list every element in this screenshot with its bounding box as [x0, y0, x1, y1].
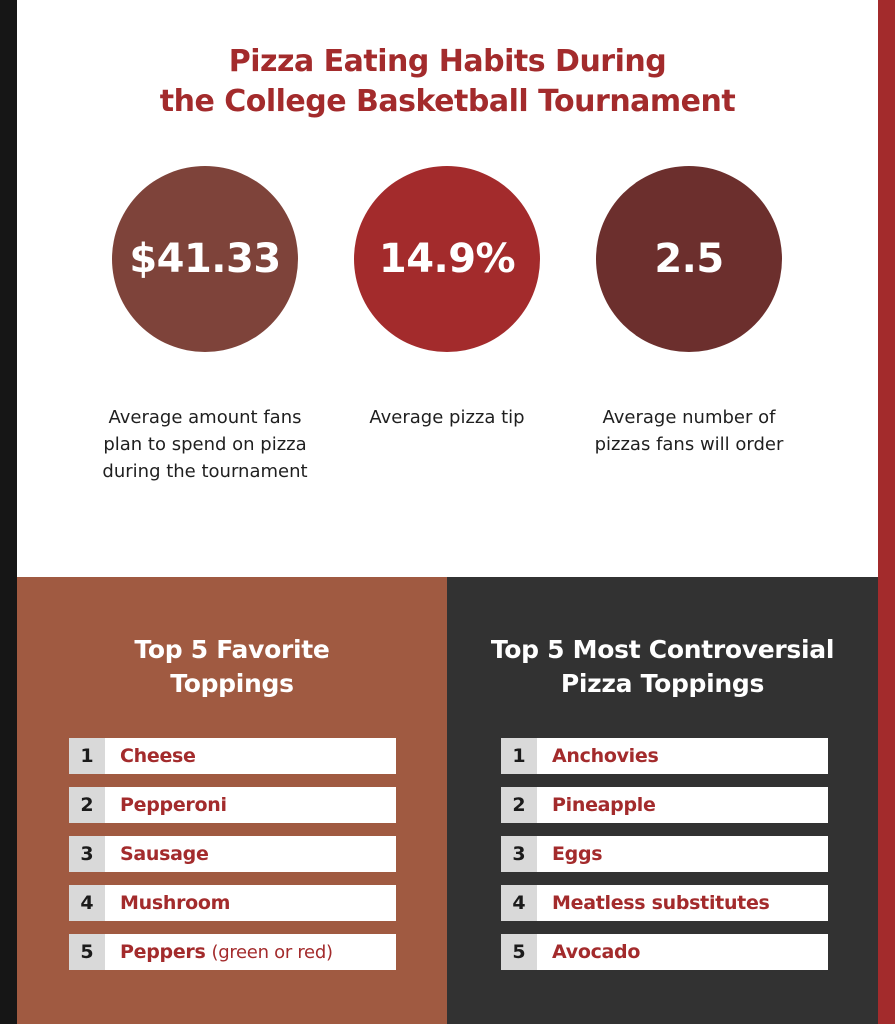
- stat-description-tip: Average pizza tip: [327, 404, 567, 431]
- rank-number: 3: [501, 836, 537, 872]
- stat-value-spend: $41.33: [129, 236, 281, 282]
- topping-label: Peppers: [120, 941, 206, 963]
- favorite-toppings-title: Top 5 Favorite Toppings: [17, 633, 447, 701]
- topping-label: Cheese: [120, 745, 196, 767]
- stat-description-pizzas: Average number of pizzas fans will order: [569, 404, 809, 458]
- rank-number: 2: [69, 787, 105, 823]
- list-item: 2 Pineapple: [501, 787, 828, 823]
- favorite-toppings-title-line-2: Toppings: [170, 669, 294, 698]
- stat-value-pizzas: 2.5: [654, 236, 724, 282]
- rank-number: 5: [69, 934, 105, 970]
- list-item: 5 Avocado: [501, 934, 828, 970]
- stat-circle-pizzas: 2.5: [596, 166, 782, 352]
- rank-number: 2: [501, 787, 537, 823]
- controversial-toppings-title-line-2: Pizza Toppings: [560, 669, 765, 698]
- topping-label: Sausage: [120, 843, 209, 865]
- stat-description-line: Average number of: [602, 407, 776, 428]
- list-item: 3 Sausage: [69, 836, 396, 872]
- rank-number: 1: [501, 738, 537, 774]
- controversial-toppings-list: 1 Anchovies 2 Pineapple 3 Eggs 4 Meatles…: [501, 738, 828, 983]
- list-item: 4 Meatless substitutes: [501, 885, 828, 921]
- topping-label-with-note: Peppers (green or red): [105, 934, 396, 970]
- topping-label: Mushroom: [120, 892, 231, 914]
- page-title-line-1: Pizza Eating Habits During: [228, 44, 667, 79]
- rank-number: 4: [501, 885, 537, 921]
- list-item: 5 Peppers (green or red): [69, 934, 396, 970]
- controversial-toppings-title-line-1: Top 5 Most Controversial: [490, 635, 835, 664]
- list-item: 2 Pepperoni: [69, 787, 396, 823]
- topping-label: Anchovies: [552, 745, 659, 767]
- page-title-line-2: the College Basketball Tournament: [159, 84, 736, 119]
- list-item: 4 Mushroom: [69, 885, 396, 921]
- topping-label: Pineapple: [552, 794, 656, 816]
- controversial-toppings-panel: Top 5 Most Controversial Pizza Toppings …: [447, 577, 878, 1024]
- stat-description-line: plan to spend on pizza: [103, 434, 307, 455]
- topping-label: Pepperoni: [120, 794, 227, 816]
- stat-value-tip: 14.9%: [378, 236, 516, 282]
- stat-description-line: during the tournament: [102, 461, 308, 482]
- right-edge-bar: [878, 0, 895, 1024]
- favorite-toppings-list: 1 Cheese 2 Pepperoni 3 Sausage 4 Mushroo…: [69, 738, 396, 983]
- stat-circle-tip: 14.9%: [354, 166, 540, 352]
- stat-description-line: Average pizza tip: [369, 407, 525, 428]
- page-title: Pizza Eating Habits During the College B…: [17, 42, 878, 122]
- list-item: 3 Eggs: [501, 836, 828, 872]
- stat-description-spend: Average amount fans plan to spend on piz…: [85, 404, 325, 485]
- topping-label: Meatless substitutes: [552, 892, 770, 914]
- stat-circle-spend: $41.33: [112, 166, 298, 352]
- topping-note: (green or red): [211, 941, 333, 963]
- stat-description-line: pizzas fans will order: [594, 434, 784, 455]
- rank-number: 5: [501, 934, 537, 970]
- topping-label: Eggs: [552, 843, 603, 865]
- list-item: 1 Cheese: [69, 738, 396, 774]
- favorite-toppings-panel: Top 5 Favorite Toppings 1 Cheese 2 Peppe…: [17, 577, 447, 1024]
- rank-number: 3: [69, 836, 105, 872]
- rank-number: 1: [69, 738, 105, 774]
- list-item: 1 Anchovies: [501, 738, 828, 774]
- favorite-toppings-title-line-1: Top 5 Favorite: [134, 635, 330, 664]
- topping-label: Avocado: [552, 941, 641, 963]
- controversial-toppings-title: Top 5 Most Controversial Pizza Toppings: [447, 633, 878, 701]
- left-edge-bar: [0, 0, 17, 1024]
- rank-number: 4: [69, 885, 105, 921]
- stat-description-line: Average amount fans: [108, 407, 302, 428]
